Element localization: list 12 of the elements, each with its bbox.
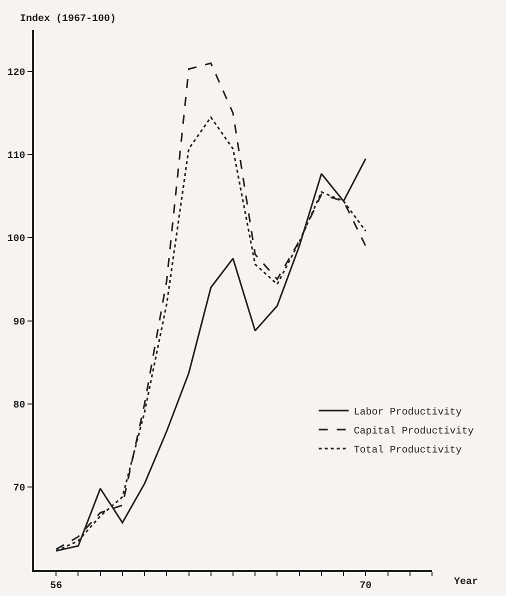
legend-label: Capital Productivity <box>354 426 474 438</box>
legend-label: Labor Productivity <box>354 406 462 418</box>
y-tick-label: 100 <box>7 234 26 246</box>
y-tick-label: 80 <box>13 400 26 412</box>
y-tick-label: 90 <box>13 317 26 328</box>
y-tick-label: 70 <box>13 483 26 494</box>
legend-label: Total Productivity <box>354 444 462 456</box>
y-tick-label: 110 <box>7 151 26 162</box>
x-tick-label: 56 <box>50 580 62 592</box>
y-tick-label: 120 <box>7 68 26 80</box>
x-axis-title: Year <box>454 577 478 588</box>
y-axis-title: Index (1967-100) <box>20 13 116 25</box>
